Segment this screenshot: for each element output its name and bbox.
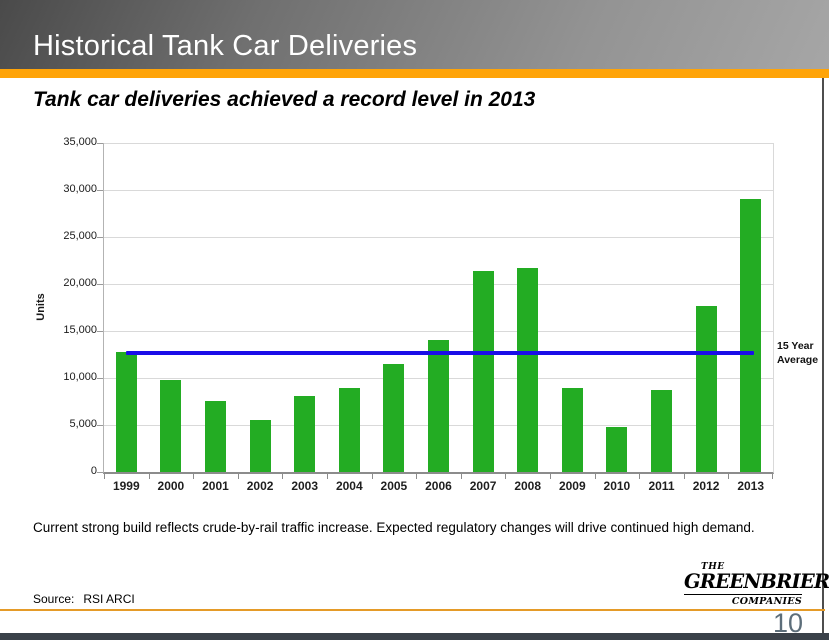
x-axis-label-2006: 2006: [425, 479, 452, 493]
x-axis-label-2008: 2008: [514, 479, 542, 493]
x-axis-label-2011: 2011: [648, 479, 675, 493]
x-axis-tick: [148, 474, 150, 479]
bar-1999: [115, 351, 137, 472]
y-axis-tick: [97, 143, 103, 144]
x-axis-label-2013: 2013: [737, 479, 765, 493]
y-axis-tick-label: 35,000: [63, 136, 97, 148]
average-line-label-line: 15 Year: [777, 340, 814, 352]
x-axis-tick: [772, 474, 773, 479]
y-axis-tick-label: 5,000: [69, 418, 97, 430]
gridline: [104, 237, 773, 238]
average-line-label: 15 Year Average: [777, 340, 827, 367]
logo-greenbrier-text: GREENBRIER: [684, 570, 829, 595]
x-axis-label-2007: 2007: [469, 479, 497, 493]
y-axis-tick-label: 10,000: [63, 371, 97, 383]
x-axis-tick: [104, 474, 105, 479]
x-axis-tick: [416, 474, 418, 479]
x-axis-tick: [594, 474, 596, 479]
takeaway-note: Current strong build reflects crude-by-r…: [33, 520, 755, 535]
y-axis-tick-label: 20,000: [63, 277, 97, 289]
gridline: [104, 143, 773, 144]
x-axis-tick: [639, 474, 641, 479]
x-axis-label-2009: 2009: [558, 479, 586, 493]
greenbrier-logo: THE GREENBRIER COMPANIES: [684, 562, 829, 607]
x-axis-tick: [505, 474, 507, 479]
footer-rule: [0, 609, 825, 611]
x-axis-label-2001: 2001: [202, 479, 229, 493]
bar-2006: [428, 340, 449, 472]
logo-the-text: THE: [701, 562, 725, 572]
page-title: Historical Tank Car Deliveries: [33, 30, 418, 62]
bar-2001: [205, 400, 226, 472]
y-axis-tick-label: 0: [90, 465, 97, 477]
bar-2004: [338, 388, 360, 472]
bar-2012: [695, 305, 717, 472]
x-axis-tick: [282, 474, 284, 479]
bar-2000: [160, 379, 182, 472]
y-axis-tick-label: 15,000: [63, 324, 97, 336]
x-axis-label-2012: 2012: [692, 479, 720, 493]
y-axis-tick: [97, 284, 103, 285]
y-axis-tick: [97, 472, 103, 473]
x-axis-tick: [728, 474, 730, 479]
source-label: Source:: [33, 592, 75, 606]
gridline: [104, 331, 773, 332]
header-accent-bar: [0, 69, 829, 78]
x-axis-label-2010: 2010: [603, 479, 631, 493]
bar-2005: [383, 363, 405, 472]
gridline: [104, 190, 773, 191]
x-axis-tick: [460, 474, 462, 479]
x-axis-label-2002: 2002: [246, 479, 274, 493]
y-axis-tick-label: 25,000: [63, 230, 97, 242]
y-axis-tick-label: 30,000: [63, 183, 97, 195]
bottom-bar: [0, 633, 829, 640]
x-axis-label-1999: 1999: [112, 479, 140, 493]
bar-2013: [740, 199, 762, 472]
slide-header: Historical Tank Car Deliveries: [0, 0, 829, 69]
source-value: RSI ARCI: [83, 592, 135, 606]
x-axis-label-2005: 2005: [380, 479, 408, 493]
y-axis-tick: [97, 190, 103, 191]
bar-2007: [472, 270, 494, 472]
gridline: [104, 284, 773, 285]
bar-2002: [249, 420, 271, 472]
bar-2008: [517, 268, 539, 472]
x-axis-label-2000: 2000: [157, 479, 185, 493]
bar-2011: [651, 390, 672, 472]
x-axis-tick: [371, 474, 373, 479]
y-axis-title: Units: [35, 293, 47, 321]
bar-2003: [294, 395, 316, 472]
x-axis-tick: [327, 474, 328, 479]
plot-area: 35,000 30,000 25,000 20,000 15,000 10,000 5,00…: [63, 136, 774, 493]
y-axis-tick: [97, 237, 103, 238]
logo-companies-text: COMPANIES: [731, 595, 802, 607]
bar-2009: [561, 388, 583, 472]
x-axis-label-2004: 2004: [335, 479, 363, 493]
y-axis-tick: [97, 331, 103, 332]
x-axis-tick: [550, 474, 551, 479]
average-line-label-line: Average: [777, 353, 819, 366]
y-axis-tick: [97, 378, 103, 379]
x-axis-tick: [193, 474, 195, 479]
average-line: [126, 350, 754, 355]
x-axis-tick: [683, 474, 685, 479]
source-line: Source: RSI ARCI: [33, 592, 135, 606]
x-axis-label-2003: 2003: [291, 479, 319, 493]
x-axis-tick: [237, 474, 239, 479]
y-axis-tick: [97, 425, 103, 426]
slide-right-border: [822, 78, 824, 633]
slide-subtitle: Tank car deliveries achieved a record le…: [33, 88, 536, 111]
bar-2010: [606, 426, 628, 472]
